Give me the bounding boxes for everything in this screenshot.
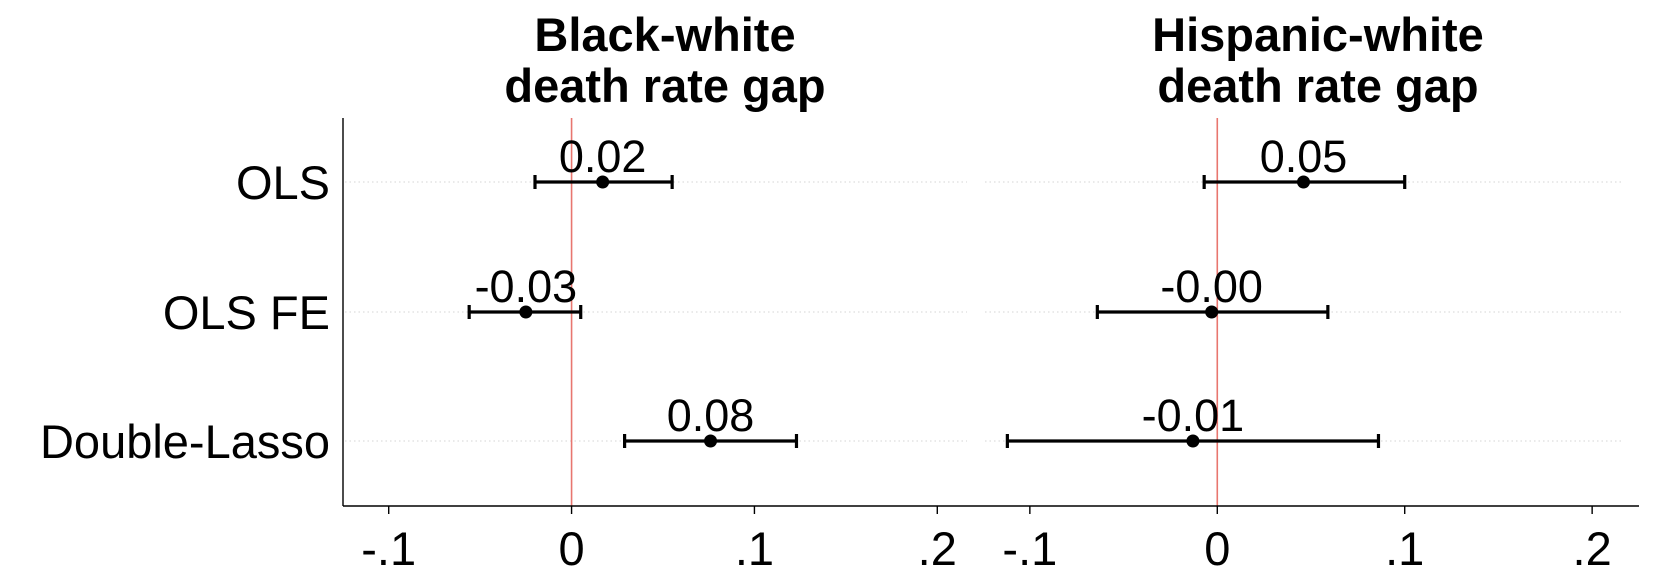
x-tick-label: 0 <box>559 522 585 572</box>
category-label: Double-Lasso <box>40 415 330 468</box>
data-label: -0.03 <box>475 261 578 312</box>
panel-title: Black-white <box>534 8 795 61</box>
data-label: 0.02 <box>559 131 647 182</box>
x-tick-label: 0 <box>1204 522 1230 572</box>
data-label: -0.01 <box>1142 390 1245 441</box>
category-label: OLS FE <box>163 286 330 339</box>
panel-title: Hispanic-white <box>1152 8 1484 61</box>
point-estimate <box>1205 305 1219 319</box>
category-label: OLS <box>236 156 330 209</box>
x-tick-label: .1 <box>735 522 774 572</box>
panel-title: death rate gap <box>1157 59 1478 112</box>
x-tick-label: -.1 <box>361 522 416 572</box>
data-label: -0.00 <box>1160 261 1263 312</box>
x-tick-label: -.1 <box>1002 522 1057 572</box>
data-label: 0.05 <box>1260 131 1348 182</box>
data-label: 0.08 <box>667 390 755 441</box>
panel-title: death rate gap <box>504 59 825 112</box>
point-estimate <box>704 434 718 448</box>
x-tick-label: .2 <box>918 522 957 572</box>
x-tick-label: .1 <box>1385 522 1424 572</box>
point-estimate <box>519 305 533 319</box>
x-tick-label: .2 <box>1573 522 1612 572</box>
point-estimate <box>1297 175 1311 189</box>
point-estimate <box>1186 434 1200 448</box>
point-estimate <box>596 175 610 189</box>
